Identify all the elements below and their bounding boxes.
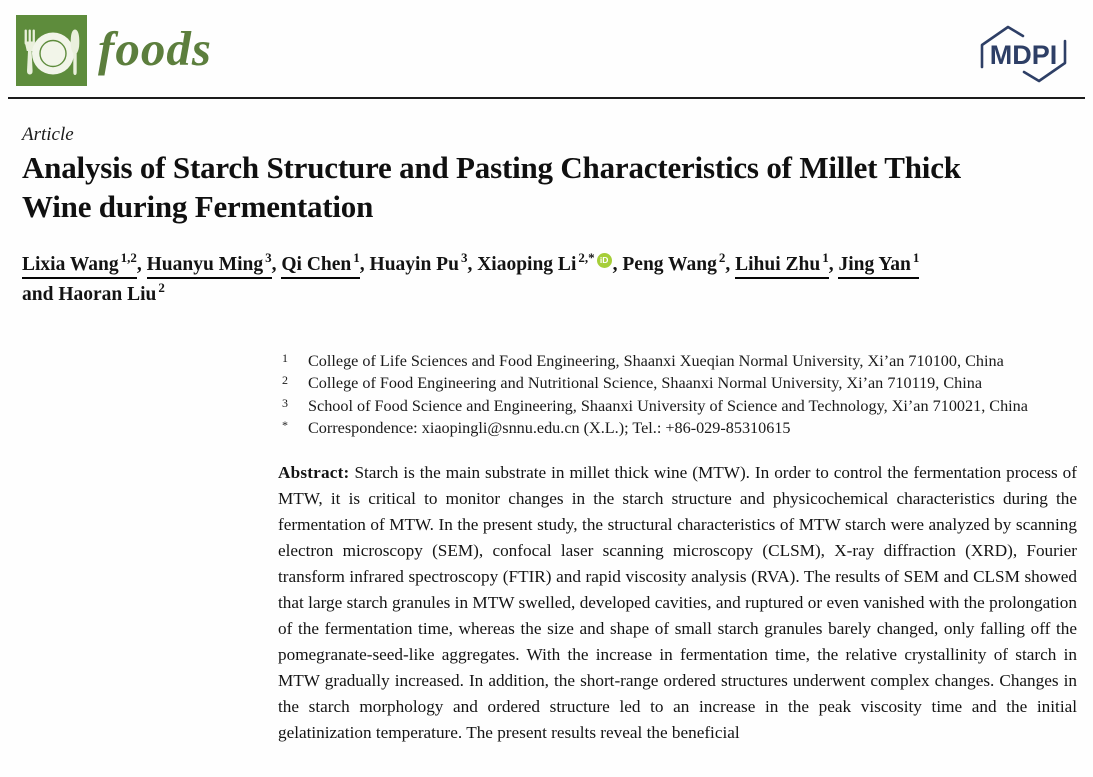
page-title: Analysis of Starch Structure and Pasting…	[22, 150, 961, 224]
author: Peng Wang 2	[622, 251, 725, 276]
author-affiliation-superscript: 1	[353, 249, 360, 265]
affiliation-list: 1 College of Life Sciences and Food Engin…	[282, 350, 1082, 439]
author[interactable]: Jing Yan 1	[838, 251, 920, 279]
affiliation-marker: 2	[282, 373, 288, 388]
affiliation-marker: 3	[282, 395, 288, 410]
affiliation-row: 1 College of Life Sciences and Food Engin…	[282, 350, 1082, 372]
journal-name: foods	[98, 21, 212, 76]
author: Huayin Pu 3	[369, 251, 468, 276]
affiliation-marker: 1	[282, 351, 288, 365]
author-affiliation-superscript: 2	[718, 249, 726, 265]
journal-logo	[16, 15, 87, 86]
affiliation-text: Correspondence: xiaopingli@snnu.edu.cn (…	[308, 418, 791, 437]
abstract-label: Abstract:	[278, 463, 350, 482]
orcid-id-icon[interactable]: iD	[596, 253, 612, 268]
author[interactable]: Lixia Wang 1,2	[22, 251, 137, 279]
author-affiliation-superscript: 1,2	[120, 249, 137, 265]
article-type-label: Article	[22, 124, 74, 145]
affiliation-row: * Correspondence: xiaopingli@snnu.edu.cn …	[282, 417, 1082, 439]
mdpi-logo: MDPI	[975, 14, 1073, 96]
mdpi-hexagon-icon: MDPI	[980, 25, 1067, 83]
author[interactable]: Huanyu Ming 3	[146, 251, 272, 279]
author-affiliation-superscript: 1	[912, 249, 920, 265]
affiliation-text: College of Life Sciences and Food Engine…	[308, 352, 1004, 370]
author-name: Peng Wang	[622, 254, 717, 275]
author-name: Lixia Wang	[22, 254, 119, 275]
affiliation-text: College of Food Engineering and Nutritio…	[308, 374, 983, 393]
affiliation-marker: *	[282, 417, 288, 432]
affiliation-row: 3 School of Food Science and Engineering,…	[282, 395, 1082, 417]
author-name: Lihui Zhu	[735, 254, 821, 275]
author-list: Lixia Wang 1,2, Huanyu Ming 3, Qi Chen 1, H…	[22, 249, 920, 306]
author-name: Jing Yan	[838, 254, 911, 275]
author-affiliation-superscript: 2,*	[578, 249, 595, 265]
author-affiliation-superscript: 3	[460, 249, 468, 265]
author-name: and Haoran Liu	[22, 284, 157, 305]
fork-plate-knife-icon	[16, 15, 87, 86]
author-affiliation-superscript: 3	[265, 249, 272, 265]
abstract-text: Starch is the main substrate in millet t…	[278, 463, 1077, 742]
abstract: Abstract: Starch is the main substrate i…	[278, 460, 1077, 746]
author: Xiaoping Li 2,* iD	[477, 251, 612, 275]
author-name: Qi Chen	[281, 254, 352, 275]
author: and Haoran Liu 2	[22, 281, 165, 306]
author-name: Huayin Pu	[369, 254, 459, 275]
mdpi-wordmark: MDPI	[990, 40, 1058, 70]
affiliation-row: 2 College of Food Engineering and Nutriti…	[282, 372, 1082, 394]
author-affiliation-superscript: 1	[822, 249, 829, 265]
author[interactable]: Lihui Zhu 1	[735, 251, 829, 279]
author[interactable]: Qi Chen 1	[281, 251, 360, 279]
author-affiliation-superscript: 2	[158, 279, 165, 295]
affiliation-text: School of Food Science and Engineering, …	[308, 396, 1028, 415]
author-name: Xiaoping Li	[477, 254, 577, 275]
author-name: Huanyu Ming	[146, 254, 264, 275]
header-rule	[8, 97, 1085, 99]
